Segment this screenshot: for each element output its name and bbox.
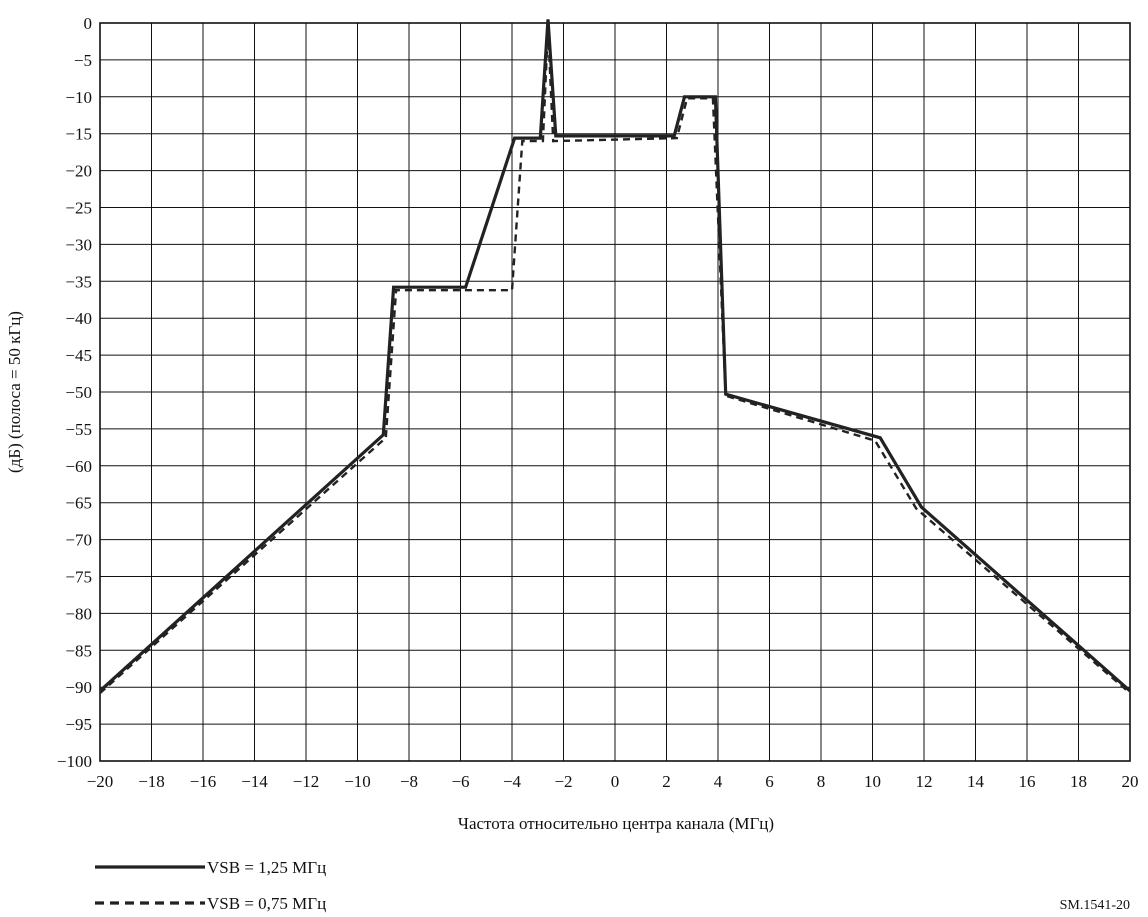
x-tick-label: −16 — [190, 772, 217, 791]
y-tick-label: −25 — [65, 199, 92, 218]
x-axis-label: Частота относительно центра канала (МГц) — [458, 814, 774, 833]
y-axis-label: (дБ) (полоса = 50 кГц) — [5, 311, 24, 473]
x-tick-label: −4 — [503, 772, 522, 791]
grid — [99, 22, 1131, 762]
y-tick-label: −100 — [57, 752, 92, 771]
y-tick-label: −35 — [65, 272, 92, 291]
x-tick-label: 14 — [967, 772, 985, 791]
x-tick-label: 6 — [765, 772, 774, 791]
x-tick-label: 4 — [714, 772, 723, 791]
figure-id: SM.1541-20 — [1060, 898, 1130, 913]
y-tick-label: −80 — [65, 604, 92, 623]
y-tick-label: −50 — [65, 383, 92, 402]
y-tick-label: −60 — [65, 457, 92, 476]
y-tick-label: −70 — [65, 531, 92, 550]
series-layer — [98, 19, 1132, 695]
x-tick-label: −18 — [138, 772, 165, 791]
x-tick-labels: −20 −18 −16 −14 −12 −10 −8 −6 −4 −2 0 2 4 6 8 10 12 14 16 1… — [87, 772, 1139, 791]
x-tick-label: −14 — [241, 772, 268, 791]
y-tick-label: −55 — [65, 420, 92, 439]
y-tick-label: −10 — [65, 88, 92, 107]
y-tick-labels: 0 −5 −10 −15 −20 −25 −30 −35 −40 −45 −50 −55 −60 −65 −… — [57, 14, 92, 771]
x-tick-label: 20 — [1122, 772, 1139, 791]
y-tick-label: −90 — [65, 678, 92, 697]
x-tick-label: 18 — [1070, 772, 1087, 791]
y-tick-label: −20 — [65, 162, 92, 181]
y-tick-label: −95 — [65, 715, 92, 734]
y-tick-label: −75 — [65, 568, 92, 587]
y-tick-label: −85 — [65, 641, 92, 660]
x-tick-label: 8 — [817, 772, 826, 791]
y-tick-label: −45 — [65, 346, 92, 365]
x-tick-label: −8 — [400, 772, 418, 791]
series-line-vsb-125 — [98, 19, 1132, 693]
y-tick-label: −5 — [74, 51, 92, 70]
y-tick-label: −15 — [65, 125, 92, 144]
series-line-vsb-075 — [99, 26, 1131, 695]
y-tick-label: −30 — [65, 235, 92, 254]
x-tick-label: −20 — [87, 772, 114, 791]
x-tick-label: 12 — [916, 772, 933, 791]
x-tick-label: −12 — [293, 772, 320, 791]
x-tick-label: −6 — [451, 772, 469, 791]
x-tick-label: 10 — [864, 772, 881, 791]
legend: VSB = 1,25 МГц VSB = 0,75 МГц — [95, 858, 326, 913]
y-tick-label: −65 — [65, 494, 92, 513]
plot-frame — [99, 22, 1131, 762]
x-tick-label: 0 — [611, 772, 620, 791]
x-tick-label: 16 — [1019, 772, 1036, 791]
x-tick-label: 2 — [662, 772, 671, 791]
legend-label-vsb-125: VSB = 1,25 МГц — [207, 858, 326, 877]
legend-label-vsb-075: VSB = 0,75 МГц — [207, 894, 326, 913]
x-tick-label: −2 — [554, 772, 572, 791]
y-tick-label: −40 — [65, 309, 92, 328]
x-tick-label: −10 — [344, 772, 371, 791]
y-tick-label: 0 — [84, 14, 93, 33]
